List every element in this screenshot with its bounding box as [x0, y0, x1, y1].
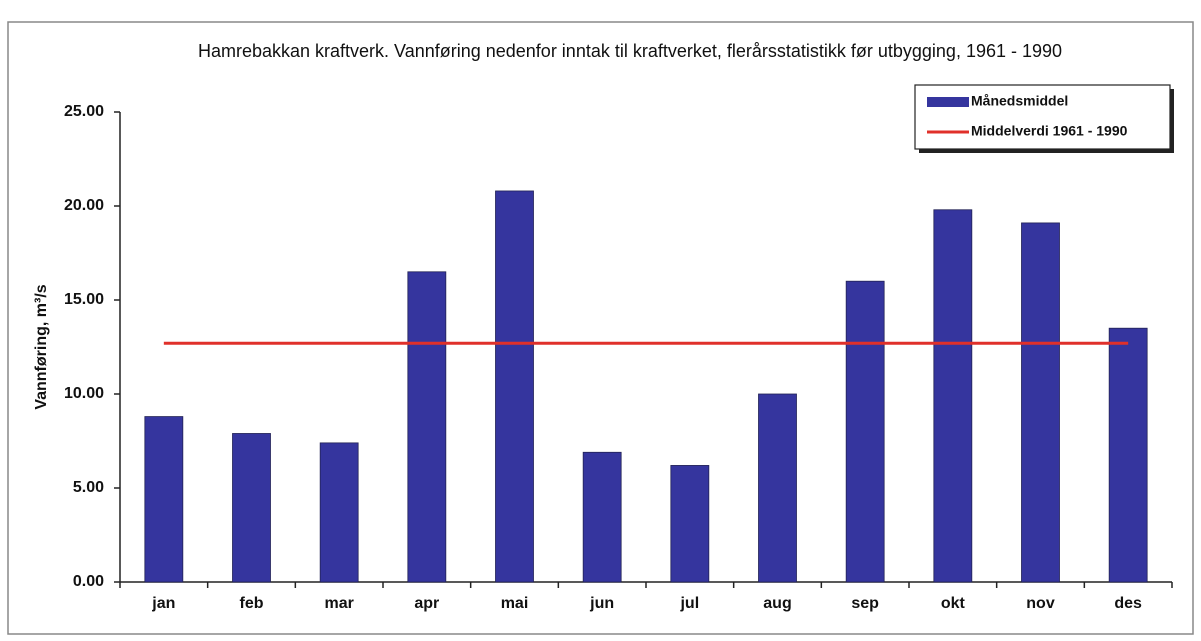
y-tick-label: 0.00 [73, 573, 104, 590]
y-axis-title: Vannføring, m³/s [33, 284, 50, 409]
bar [407, 271, 447, 583]
bar [1108, 327, 1148, 583]
x-tick-label: des [1114, 595, 1142, 612]
bar [319, 442, 359, 583]
x-tick-label: nov [1026, 595, 1055, 612]
legend-label: Månedsmiddel [971, 93, 1068, 109]
bar [495, 190, 534, 583]
y-tick-label: 5.00 [73, 479, 104, 496]
chart-title: Hamrebakkan kraftverk. Vannføring nedenf… [197, 41, 1063, 61]
bar [933, 209, 973, 583]
y-tick-label: 15.00 [64, 291, 104, 308]
x-tick-label: mai [501, 595, 529, 612]
bar [582, 451, 622, 583]
x-tick-label: jun [589, 595, 614, 612]
bar [1021, 222, 1060, 583]
y-tick-label: 25.00 [64, 103, 104, 120]
x-tick-label: feb [240, 595, 264, 612]
x-tick-label: aug [763, 595, 791, 612]
bar [845, 280, 885, 583]
legend-swatch [927, 97, 969, 107]
y-tick-label: 10.00 [64, 385, 104, 402]
x-tick-label: okt [941, 595, 966, 612]
x-tick-label: jul [679, 595, 699, 612]
bar [144, 416, 184, 583]
x-tick-label: sep [851, 595, 879, 612]
chart-border [7, 21, 1194, 635]
x-tick-label: mar [324, 595, 353, 612]
bar [670, 465, 710, 583]
bar [232, 433, 271, 583]
bar [758, 393, 797, 583]
legend [914, 84, 1171, 150]
x-tick-label: jan [151, 595, 175, 612]
y-tick-label: 20.00 [64, 197, 104, 214]
legend-label: Middelverdi 1961 - 1990 [971, 123, 1128, 139]
x-tick-label: apr [414, 595, 439, 612]
